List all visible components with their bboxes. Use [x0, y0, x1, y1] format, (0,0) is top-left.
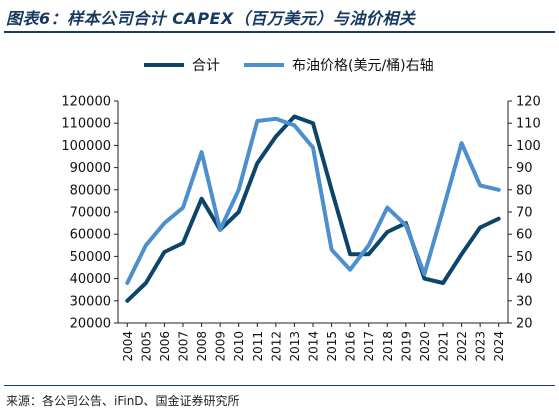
x-tick-label: 2024 [492, 331, 506, 362]
y-left-tick-label: 60000 [70, 228, 111, 243]
x-tick-label: 2014 [307, 331, 321, 362]
x-tick-label: 2005 [139, 331, 153, 362]
source-note: 来源：各公司公告、iFinD、国金证券研究所 [6, 394, 240, 408]
x-tick-label: 2008 [195, 331, 209, 362]
y-left-tick-label: 70000 [70, 206, 111, 221]
chart-title: 图表6：样本公司合计 CAPEX（百万美元）与油价相关 [6, 9, 416, 28]
x-tick-label: 2021 [437, 331, 451, 362]
y-left-tick-label: 50000 [70, 250, 111, 265]
y-right-tick-label: 80 [516, 183, 533, 198]
x-tick-label: 2007 [177, 331, 191, 362]
y-right-tick-label: 30 [516, 294, 533, 309]
x-tick-label: 2013 [288, 331, 302, 362]
x-tick-label: 2019 [399, 331, 413, 362]
x-tick-label: 2012 [269, 331, 283, 362]
y-left-tick-label: 80000 [70, 183, 111, 198]
x-tick-label: 2023 [474, 331, 488, 362]
y-left-tick-label: 110000 [61, 117, 111, 132]
x-tick-label: 2015 [325, 331, 339, 362]
y-right-tick-label: 70 [516, 206, 533, 221]
y-right-tick-label: 110 [516, 117, 541, 132]
title-divider [4, 31, 555, 33]
y-left-tick-label: 40000 [70, 272, 111, 287]
y-right-tick-label: 20 [516, 317, 533, 332]
y-right-tick-label: 40 [516, 272, 533, 287]
x-tick-label: 2016 [344, 331, 358, 362]
x-tick-label: 2018 [381, 331, 395, 362]
x-tick-label: 2010 [232, 331, 246, 362]
x-tick-label: 2004 [121, 331, 135, 362]
y-left-tick-label: 120000 [61, 95, 111, 110]
y-right-tick-label: 50 [516, 250, 533, 265]
y-left-tick-label: 30000 [70, 294, 111, 309]
x-tick-label: 2006 [158, 331, 172, 362]
series-line-brent-oil [125, 116, 501, 285]
x-tick-label: 2011 [251, 331, 265, 362]
y-right-tick-label: 100 [516, 139, 541, 154]
x-tick-label: 2017 [362, 331, 376, 362]
y-right-tick-label: 120 [516, 95, 541, 110]
footer-divider [4, 385, 555, 386]
x-tick-label: 2009 [214, 331, 228, 362]
series-line-capex-total [125, 114, 501, 303]
y-right-tick-label: 60 [516, 228, 533, 243]
x-tick-label: 2022 [455, 331, 469, 362]
y-left-tick-label: 20000 [70, 317, 111, 332]
y-left-tick-label: 100000 [61, 139, 111, 154]
y-left-tick-label: 90000 [70, 161, 111, 176]
y-right-tick-label: 90 [516, 161, 533, 176]
legend-label-capex-total: 合计 [192, 58, 220, 74]
legend-label-brent-oil: 布油价格(美元/桶)右轴 [292, 58, 434, 74]
chart: 20000 30000 40000 50000 60000 70000 80000 90000… [61, 58, 541, 362]
x-tick-label: 2020 [418, 331, 432, 362]
